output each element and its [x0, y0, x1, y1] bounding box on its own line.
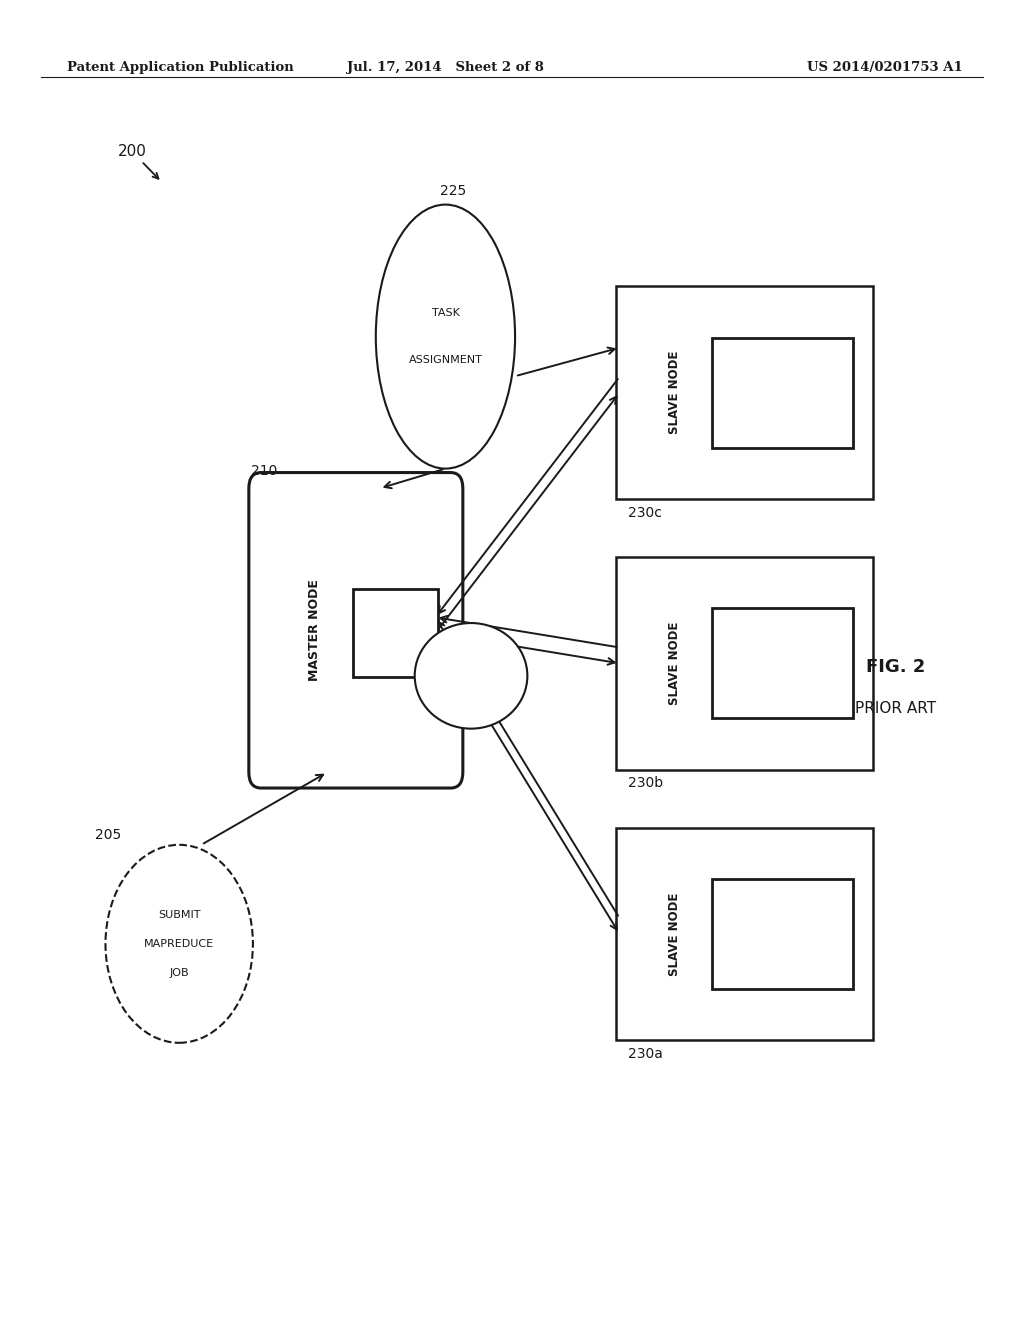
Text: SLAVE NODE: SLAVE NODE [669, 351, 681, 434]
FancyBboxPatch shape [616, 286, 873, 499]
Text: TASK: TASK [431, 308, 460, 318]
Text: PRIOR ART: PRIOR ART [855, 701, 937, 717]
Text: JOB: JOB [169, 968, 189, 978]
Text: TASKTRACKER: TASKTRACKER [740, 388, 824, 397]
Text: 230a: 230a [628, 1047, 663, 1061]
Text: Patent Application Publication: Patent Application Publication [67, 62, 293, 74]
Text: Jul. 17, 2014   Sheet 2 of 8: Jul. 17, 2014 Sheet 2 of 8 [347, 62, 544, 74]
Text: 220: 220 [404, 606, 431, 620]
Ellipse shape [105, 845, 253, 1043]
Text: TASKTRACKER: TASKTRACKER [740, 929, 824, 939]
FancyBboxPatch shape [712, 879, 853, 989]
Text: FIG. 2: FIG. 2 [866, 657, 926, 676]
FancyBboxPatch shape [352, 590, 438, 677]
Text: 205: 205 [95, 828, 122, 842]
Text: 225: 225 [440, 183, 467, 198]
Ellipse shape [376, 205, 515, 469]
Text: ASSIGNMENT: ASSIGNMENT [409, 355, 482, 366]
Text: STATUS: STATUS [451, 671, 492, 681]
Ellipse shape [415, 623, 527, 729]
FancyBboxPatch shape [712, 338, 853, 447]
FancyBboxPatch shape [616, 557, 873, 770]
FancyBboxPatch shape [249, 473, 463, 788]
Text: JOBTRACKER: JOBTRACKER [358, 628, 433, 638]
FancyBboxPatch shape [712, 609, 853, 718]
Text: TASKTRACKER: TASKTRACKER [740, 659, 824, 668]
Text: 230c: 230c [628, 506, 662, 520]
Text: 200: 200 [118, 144, 146, 160]
Text: MASTER NODE: MASTER NODE [307, 579, 321, 681]
Text: SLAVE NODE: SLAVE NODE [669, 622, 681, 705]
Text: SLAVE NODE: SLAVE NODE [669, 892, 681, 975]
Text: 230b: 230b [628, 776, 663, 791]
Text: US 2014/0201753 A1: US 2014/0201753 A1 [807, 62, 963, 74]
Text: 210: 210 [251, 463, 278, 478]
FancyBboxPatch shape [616, 828, 873, 1040]
Text: MAPREDUCE: MAPREDUCE [144, 939, 214, 949]
Text: SUBMIT: SUBMIT [158, 909, 201, 920]
